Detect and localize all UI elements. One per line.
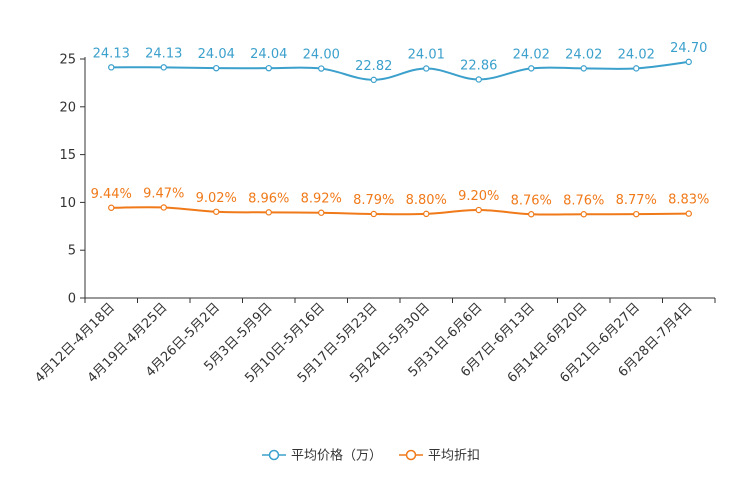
data-point bbox=[528, 211, 535, 218]
data-point bbox=[685, 58, 692, 66]
data-point bbox=[633, 210, 640, 218]
data-point bbox=[633, 65, 640, 72]
data-label: 24.13 bbox=[145, 46, 182, 61]
data-label: 22.86 bbox=[460, 58, 497, 73]
data-point bbox=[580, 211, 587, 218]
data-label: 8.79% bbox=[353, 193, 394, 208]
data-label: 9.47% bbox=[143, 186, 184, 201]
data-point bbox=[265, 64, 272, 72]
axes: 05101520254月12日-4月18日4月19日-4月25日4月26日-5月… bbox=[32, 53, 716, 386]
legend-item-2[interactable]: 平均折扣 bbox=[399, 449, 480, 464]
y-tick-label: 25 bbox=[59, 53, 76, 68]
y-tick-label: 20 bbox=[59, 100, 76, 115]
data-point bbox=[423, 210, 430, 218]
legend[interactable]: 平均价格（万） 平均折扣 bbox=[262, 448, 480, 464]
series-layer: 24.13 24.13 24.04 24.04 24.00 22.82 24.01 22.86… bbox=[91, 41, 709, 218]
data-point bbox=[528, 65, 535, 72]
data-point bbox=[108, 204, 115, 211]
data-point bbox=[580, 65, 587, 72]
data-label: 8.77% bbox=[616, 193, 657, 208]
data-point bbox=[318, 209, 325, 216]
data-point bbox=[160, 204, 167, 211]
data-label: 24.13 bbox=[93, 46, 130, 61]
data-point bbox=[370, 76, 377, 84]
legend-label: 平均价格（万） bbox=[291, 448, 382, 464]
data-label: 24.04 bbox=[250, 47, 287, 62]
data-point bbox=[423, 65, 430, 72]
data-point bbox=[685, 210, 692, 217]
legend-marker-icon bbox=[405, 449, 417, 461]
data-label: 24.02 bbox=[565, 47, 602, 62]
data-point bbox=[475, 206, 482, 214]
data-label: 8.96% bbox=[248, 191, 289, 206]
data-point bbox=[160, 64, 167, 71]
data-label: 8.80% bbox=[406, 193, 447, 208]
data-label: 8.92% bbox=[301, 192, 342, 207]
data-point bbox=[318, 65, 325, 72]
y-tick-label: 10 bbox=[59, 196, 76, 211]
series-line bbox=[111, 60, 689, 81]
data-label: 24.01 bbox=[408, 47, 445, 62]
data-label: 8.76% bbox=[511, 193, 552, 208]
series-line bbox=[111, 206, 689, 216]
data-label: 9.02% bbox=[196, 191, 237, 206]
data-label: 9.44% bbox=[91, 187, 132, 202]
data-label: 8.76% bbox=[563, 193, 604, 208]
series-1: 24.13 24.13 24.04 24.04 24.00 22.82 24.01 22.86… bbox=[93, 41, 707, 84]
y-tick-label: 0 bbox=[68, 292, 76, 307]
data-point bbox=[108, 64, 115, 71]
legend-label: 平均折扣 bbox=[428, 449, 480, 464]
data-label: 24.70 bbox=[670, 41, 707, 56]
data-label: 24.02 bbox=[618, 47, 655, 62]
data-point bbox=[475, 76, 482, 83]
data-label: 9.20% bbox=[458, 189, 499, 204]
series-2: 9.44% 9.47% 9.02% 8.96% 8.92% 8.79% 8.80% 9.20%… bbox=[91, 186, 709, 218]
y-tick-label: 15 bbox=[59, 148, 76, 163]
data-label: 24.04 bbox=[198, 47, 235, 62]
legend-marker-icon bbox=[268, 449, 280, 461]
data-label: 24.00 bbox=[303, 48, 340, 63]
data-label: 24.02 bbox=[513, 47, 550, 62]
data-label: 22.82 bbox=[355, 59, 392, 74]
data-point bbox=[265, 209, 272, 216]
data-point bbox=[370, 210, 377, 218]
data-point bbox=[213, 208, 220, 215]
data-label: 8.83% bbox=[668, 193, 709, 208]
legend-item-1[interactable]: 平均价格（万） bbox=[262, 448, 382, 464]
data-point bbox=[213, 64, 220, 72]
y-tick-label: 5 bbox=[68, 244, 76, 259]
